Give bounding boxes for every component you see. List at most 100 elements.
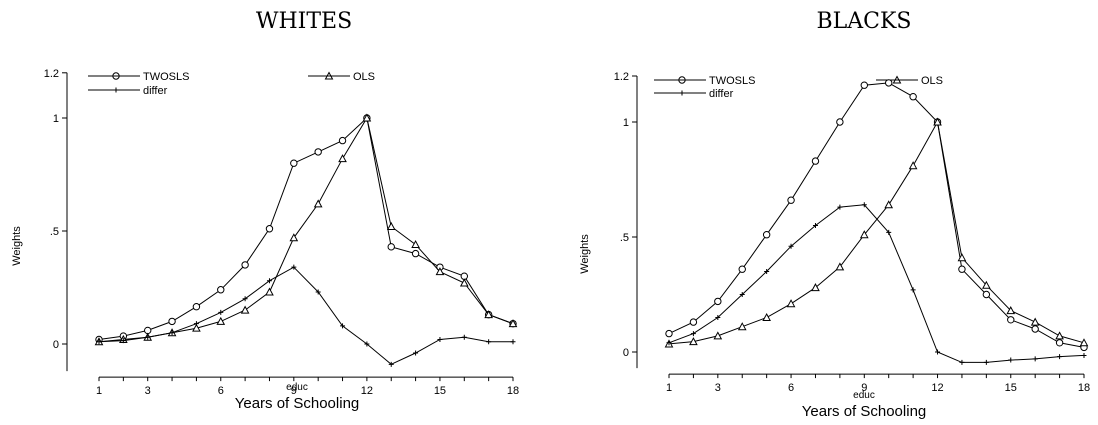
data-point-triangle [265, 287, 274, 296]
x-tick-label: 3 [715, 382, 721, 394]
data-point-circle [1007, 316, 1015, 324]
data-point-circle [714, 297, 722, 306]
data-point-triangle [982, 280, 991, 289]
series-twosls [95, 114, 517, 344]
data-point-circle [958, 265, 966, 273]
data-point-triangle [811, 283, 820, 292]
y-tick-label: 0 [53, 339, 59, 351]
y-tick-label: .5 [50, 226, 59, 238]
data-point-circle [411, 249, 420, 258]
data-point-circle [168, 317, 176, 326]
x-tick-label: 9 [861, 382, 867, 394]
x-tick-label: 12 [361, 385, 373, 397]
data-point-circle [689, 318, 698, 326]
data-point-circle [1055, 339, 1064, 347]
x-tick-label: 18 [507, 385, 519, 397]
data-point-plus [788, 243, 794, 249]
legend-item-differ: differ [654, 88, 734, 100]
data-point-plus [242, 296, 248, 302]
plot-area: 0 .5 1 1.2 1 3 6 9 12 15 18 [614, 71, 1090, 394]
legend-label: differ [709, 88, 734, 100]
data-point-plus [1081, 352, 1087, 358]
data-point-plus [413, 350, 419, 356]
data-point-circle [860, 81, 868, 89]
data-point-plus [861, 202, 867, 208]
data-point-plus [388, 361, 394, 367]
data-point-triangle [957, 253, 967, 262]
legend-label: TWOSLS [143, 71, 189, 83]
y-axis-label: Weights [11, 226, 23, 266]
x-tick-label: 1 [666, 382, 672, 394]
data-point-plus [120, 338, 126, 344]
data-point-plus [886, 229, 892, 235]
legend-item-twosls: TWOSLS [88, 71, 189, 83]
series-line [668, 82, 1085, 348]
x-axis-label: Years of Schooling [802, 403, 927, 420]
data-point-triangle [933, 117, 942, 126]
legend-item-ols: OLS [876, 75, 943, 87]
data-point-triangle [1006, 306, 1016, 315]
data-point-plus [315, 289, 321, 295]
data-point-triangle [459, 278, 469, 287]
data-point-plus [1032, 356, 1038, 362]
data-point-triangle [762, 312, 771, 321]
data-point-circle [217, 286, 225, 294]
data-point-triangle [1055, 331, 1064, 340]
chart-title: BLACKS [816, 9, 911, 34]
data-point-circle [665, 329, 673, 338]
data-point-plus [266, 278, 272, 284]
data-point-plus [959, 359, 965, 365]
data-point-triangle [908, 161, 918, 170]
data-point-plus [910, 287, 916, 293]
data-point-triangle [713, 331, 723, 340]
data-point-plus [1008, 357, 1014, 363]
data-point-circle [290, 159, 298, 167]
series-line [98, 117, 514, 340]
data-point-plus [715, 315, 721, 320]
data-point-triangle [786, 299, 796, 308]
y-tick-label: 0 [623, 347, 629, 359]
legend-item-twosls: TWOSLS [654, 75, 755, 87]
data-point-circle [314, 148, 322, 156]
data-point-plus [218, 309, 224, 315]
y-tick-label: .5 [620, 232, 629, 244]
chart-title: WHITES [256, 9, 352, 34]
legend-label: OLS [921, 75, 943, 87]
data-point-circle [192, 303, 201, 311]
x-axis-var: educ [286, 382, 308, 393]
data-point-triangle [313, 199, 323, 208]
data-point-plus [690, 331, 696, 337]
x-tick-label: 1 [96, 385, 102, 397]
legend: TWOSLS OLS differ [88, 71, 375, 97]
series-line [668, 120, 1085, 345]
y-axis-label: Weights [579, 234, 591, 274]
x-tick-label: 6 [218, 385, 224, 397]
data-point-triangle [1030, 317, 1040, 326]
data-point-circle [982, 290, 991, 299]
series-line [98, 116, 514, 343]
data-point-triangle [338, 154, 347, 163]
legend-label: TWOSLS [709, 75, 755, 87]
y-tick-label: 1 [623, 117, 629, 129]
y-tick-label: 1.2 [614, 71, 629, 83]
data-point-triangle [484, 310, 493, 319]
legend-label: differ [143, 85, 168, 97]
y-tick-label: 1.2 [44, 68, 59, 80]
data-point-plus [739, 292, 745, 297]
data-point-plus [291, 264, 297, 270]
data-point-circle [762, 231, 771, 239]
data-point-plus [935, 349, 941, 355]
data-point-triangle [835, 262, 845, 271]
data-point-circle [241, 261, 249, 269]
x-axis-label: Years of Schooling [235, 395, 360, 412]
x-axis-var: educ [853, 390, 875, 401]
data-point-triangle [508, 319, 518, 328]
legend-item-ols: OLS [308, 71, 375, 83]
data-point-plus [1057, 354, 1063, 360]
data-point-triangle [411, 240, 420, 249]
data-point-plus [437, 336, 443, 342]
data-point-triangle [1079, 338, 1089, 347]
series-twosls [665, 79, 1088, 352]
series-differ [96, 264, 516, 367]
